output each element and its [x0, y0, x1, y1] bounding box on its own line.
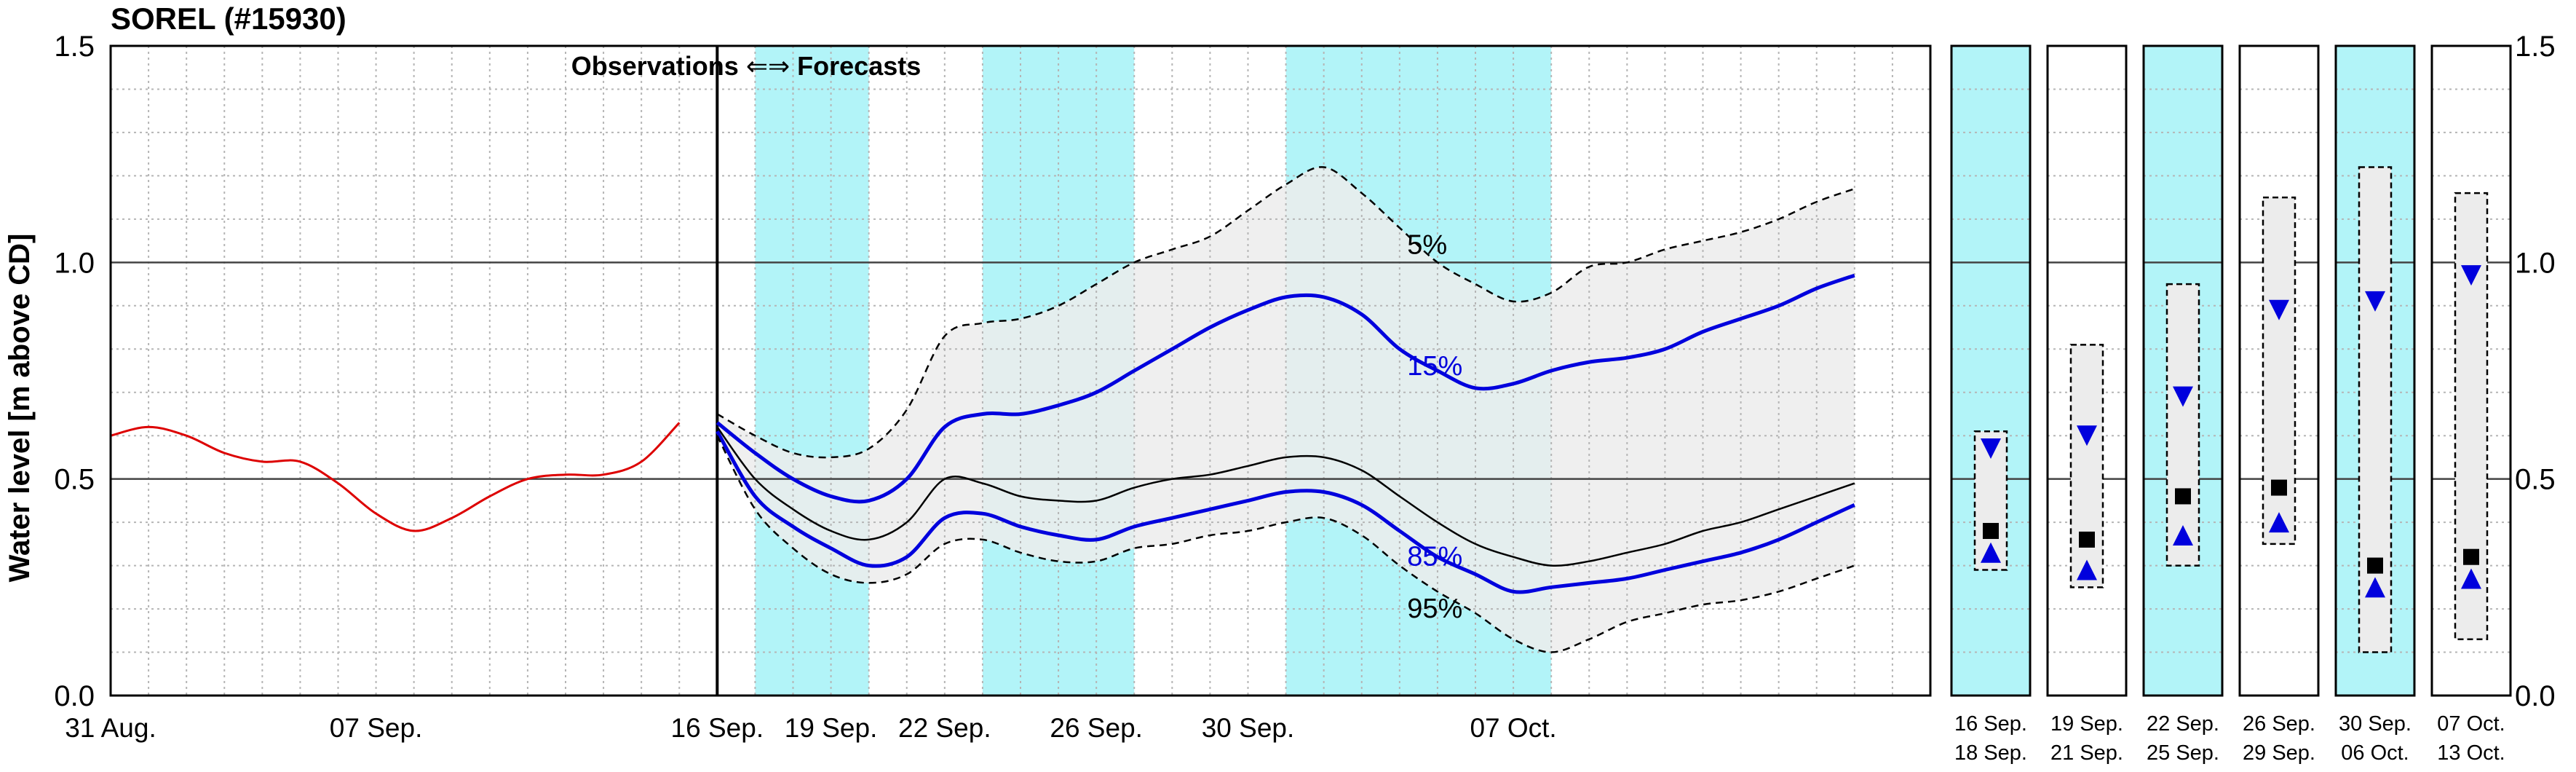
period-panel-label-end: 06 Oct.: [2341, 741, 2409, 765]
series-label: 5%: [1407, 229, 1447, 260]
x-tick-label: 16 Sep.: [671, 713, 764, 743]
x-tick-label: 07 Oct.: [1470, 713, 1556, 743]
panel-median-marker: [2463, 548, 2479, 565]
series-label: 95%: [1407, 594, 1462, 624]
period-panel-label-start: 19 Sep.: [2050, 712, 2123, 736]
main-panel-frame: [109, 44, 1932, 697]
y-tick-label-left: 0.5: [54, 464, 95, 496]
period-panel-frame: [2046, 44, 2128, 697]
x-tick-label: 30 Sep.: [1202, 713, 1295, 743]
series-label: 85%: [1407, 542, 1462, 572]
forecast-line-median: [716, 426, 1855, 567]
period-panel-frame: [2238, 44, 2320, 697]
y-tick-label-right: 1.5: [2515, 31, 2556, 63]
period-panel: 19 Sep. 21 Sep.: [2046, 44, 2128, 765]
observations-label: Observations: [571, 51, 739, 81]
panel-median-marker: [2271, 479, 2287, 496]
period-panel-label-end: 21 Sep.: [2050, 741, 2123, 765]
panel-range-box: [2454, 192, 2489, 640]
forecast-line-15pct: [716, 273, 1855, 504]
forecast-band: [717, 167, 1855, 653]
y-tick-label-right: 0.0: [2515, 680, 2556, 712]
panel-low-marker: [2461, 568, 2481, 589]
panel-median-marker: [2079, 531, 2095, 548]
period-panel-label-end: 25 Sep.: [2147, 741, 2219, 765]
chart-title: SOREL (#15930): [111, 1, 346, 36]
y-tick-label-right: 0.5: [2515, 464, 2556, 496]
period-summary-panels: 16 Sep. 18 Sep. 19 Sep. 21 Sep. 22 Sep. 25 Se…: [1950, 44, 2512, 765]
panel-median-marker: [1983, 523, 1999, 540]
period-panel-label-start: 07 Oct.: [2437, 712, 2505, 736]
period-panel-bg: [1951, 46, 2030, 696]
period-panel-label-start: 22 Sep.: [2147, 712, 2219, 736]
forecast-line-5pct: [716, 166, 1855, 459]
x-tick-label: 26 Sep.: [1050, 713, 1143, 743]
period-panel-frame: [1950, 44, 2032, 697]
x-tick-label: 19 Sep.: [785, 713, 878, 743]
period-panel-frame: [2430, 44, 2512, 697]
panel-high-marker: [1981, 438, 2001, 460]
y-tick-label-right: 1.0: [2515, 247, 2556, 279]
period-panel: 22 Sep. 25 Sep.: [2142, 44, 2224, 765]
panel-low-marker: [2365, 577, 2385, 598]
x-tick-label: 07 Sep.: [330, 713, 423, 743]
forecasts-label: Forecasts: [797, 51, 921, 81]
observations-line: [110, 422, 681, 532]
y-tick-labels: 0.0 0.0 0.5 0.5 1.0 1.0 1.5 1.5: [54, 31, 2555, 712]
main-panel: 5% 15% 85% 95% 31 Aug. 07 Sep. 16 Sep. 19 Sep. 2…: [65, 44, 1932, 743]
panel-range-box: [2069, 344, 2104, 588]
panel-high-marker: [2365, 291, 2385, 312]
series-label: 15%: [1407, 351, 1462, 382]
panel-low-marker: [1981, 542, 2001, 563]
period-panel-label-start: 30 Sep.: [2339, 712, 2411, 736]
period-panel-label-start: 26 Sep.: [2243, 712, 2315, 736]
panel-low-marker: [2173, 524, 2193, 545]
x-tick-label: 31 Aug.: [65, 713, 156, 743]
forecast-line-95pct: [716, 435, 1855, 653]
panel-low-marker: [2077, 559, 2097, 580]
forecast-line-85pct: [716, 430, 1855, 594]
period-panel-frame: [2334, 44, 2416, 697]
shaded-period: [755, 46, 869, 696]
panel-low-marker: [2269, 512, 2289, 533]
period-panel: 07 Oct. 13 Oct.: [2430, 44, 2512, 765]
period-panel-label-end: 18 Sep.: [1954, 741, 2027, 765]
panel-high-marker: [2173, 386, 2193, 407]
observations-forecasts-annotation: Observations ⇐⇒ Forecasts: [571, 51, 922, 81]
y-tick-label-left: 1.0: [54, 247, 95, 279]
y-axis-label: Water level [m above CD]: [4, 234, 36, 583]
period-panel-label-start: 16 Sep.: [1954, 712, 2027, 736]
period-panel: 26 Sep. 29 Sep.: [2238, 44, 2320, 765]
period-panel: 16 Sep. 18 Sep.: [1950, 44, 2032, 765]
double-arrow-icon: ⇐⇒: [746, 51, 790, 81]
period-panel-label-end: 13 Oct.: [2437, 741, 2505, 765]
x-tick-label: 22 Sep.: [898, 713, 991, 743]
panel-high-marker: [2461, 265, 2481, 286]
y-tick-label-left: 1.5: [54, 31, 95, 63]
panel-high-marker: [2077, 425, 2097, 446]
panel-range-box: [2165, 283, 2200, 567]
period-panel-frame: [2142, 44, 2224, 697]
panel-median-marker: [2367, 557, 2383, 574]
panel-median-marker: [2175, 488, 2191, 505]
y-tick-label-left: 0.0: [54, 680, 95, 712]
period-panel-label-end: 29 Sep.: [2243, 741, 2315, 765]
panel-high-marker: [2269, 299, 2289, 320]
period-panel: 30 Sep. 06 Oct.: [2334, 44, 2416, 765]
